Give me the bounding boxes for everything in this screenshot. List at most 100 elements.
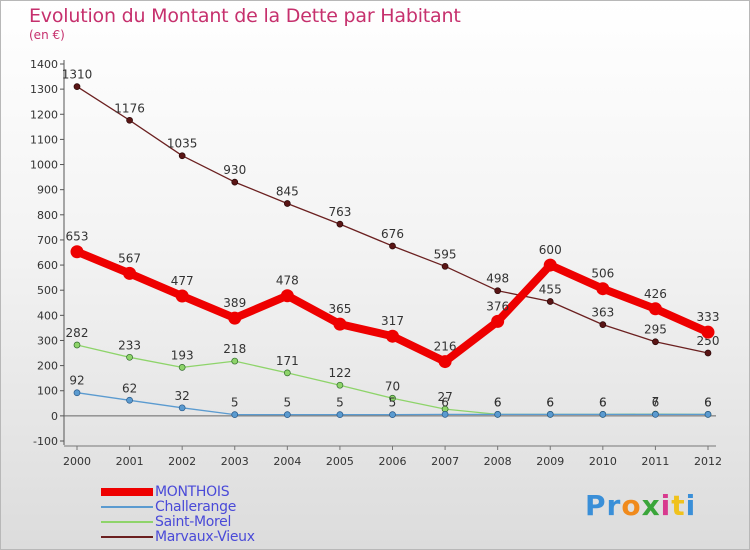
logo-letter: o [621, 489, 642, 522]
data-label-monthois: 477 [171, 274, 194, 288]
y-tick-label: 1300 [30, 83, 58, 96]
data-label-saint-morel: 233 [118, 338, 141, 352]
data-label-monthois: 216 [434, 340, 457, 354]
data-label-monthois: 317 [381, 314, 404, 328]
data-label-challerange: 5 [389, 396, 397, 410]
data-point-challerange [283, 411, 291, 418]
data-label-saint-morel: 6 [599, 395, 607, 409]
data-point-monthois [491, 314, 505, 328]
proxiti-logo: Proxiti [585, 489, 696, 522]
data-point-challerange [599, 411, 607, 418]
y-tick-label: 300 [37, 334, 58, 347]
data-point-marvaux-vieux [336, 220, 344, 228]
data-label-saint-morel: 193 [171, 348, 194, 362]
data-label-challerange: 62 [122, 381, 137, 395]
data-label-saint-morel: 122 [328, 366, 351, 380]
data-label-challerange: 5 [284, 396, 292, 410]
data-point-marvaux-vieux [704, 349, 712, 357]
data-label-marvaux-vieux: 676 [381, 227, 404, 241]
data-point-marvaux-vieux [546, 298, 554, 305]
x-tick-label: 2006 [379, 455, 407, 468]
data-label-saint-morel: 282 [66, 326, 89, 340]
data-label-marvaux-vieux: 930 [223, 163, 246, 177]
data-point-challerange [652, 411, 659, 418]
x-tick-label: 2008 [484, 455, 512, 468]
data-point-saint-morel [73, 341, 81, 349]
x-tick-label: 2011 [641, 455, 669, 468]
data-label-saint-morel: 6 [704, 395, 712, 409]
data-label-monthois: 376 [486, 299, 509, 313]
logo-letter: i [660, 489, 672, 522]
data-point-monthois [175, 289, 189, 303]
data-point-challerange [546, 411, 554, 418]
data-point-marvaux-vieux [231, 178, 239, 186]
data-label-marvaux-vieux: 1176 [114, 101, 145, 115]
y-tick-label: -100 [33, 435, 58, 448]
data-point-saint-morel [283, 369, 291, 377]
legend-label: MONTHOIS [155, 484, 230, 500]
data-point-marvaux-vieux [441, 262, 449, 270]
legend-label: Challerange [155, 499, 237, 515]
x-tick-label: 2000 [63, 455, 91, 468]
data-point-challerange [126, 396, 133, 404]
chart-title: Evolution du Montant de la Dette par Hab… [29, 5, 461, 27]
data-point-monthois [333, 317, 347, 331]
y-tick-label: 900 [37, 184, 58, 197]
data-label-challerange: 32 [175, 389, 190, 403]
data-label-marvaux-vieux: 845 [276, 184, 299, 198]
data-point-saint-morel [178, 364, 186, 371]
data-point-monthois [228, 311, 242, 325]
data-point-marvaux-vieux [283, 200, 291, 207]
data-point-challerange [704, 411, 712, 418]
data-label-marvaux-vieux: 1035 [167, 137, 198, 151]
data-point-monthois [701, 325, 715, 339]
logo-letter: x [641, 489, 661, 522]
data-label-monthois: 333 [697, 310, 720, 324]
y-tick-label: 800 [37, 209, 58, 222]
data-point-challerange [231, 411, 239, 418]
x-tick-label: 2003 [221, 455, 249, 468]
data-point-monthois [543, 258, 557, 272]
data-label-monthois: 389 [223, 296, 246, 310]
data-point-marvaux-vieux [652, 338, 659, 346]
data-label-challerange: 5 [336, 396, 344, 410]
data-label-marvaux-vieux: 763 [328, 205, 351, 219]
data-point-marvaux-vieux [389, 242, 396, 250]
data-label-marvaux-vieux: 1310 [62, 68, 93, 82]
data-point-marvaux-vieux [599, 321, 607, 328]
y-tick-label: 100 [37, 385, 58, 398]
data-label-marvaux-vieux: 363 [591, 306, 614, 320]
data-point-marvaux-vieux [126, 116, 133, 124]
y-tick-label: 1000 [30, 159, 58, 172]
logo-letter: P [585, 489, 607, 522]
data-point-monthois [596, 282, 610, 296]
data-point-monthois [70, 245, 84, 259]
x-tick-label: 2009 [536, 455, 564, 468]
data-point-challerange [389, 411, 396, 418]
data-label-saint-morel: 7 [652, 395, 660, 409]
data-label-monthois: 365 [328, 302, 351, 316]
x-tick-label: 2001 [116, 455, 144, 468]
x-tick-label: 2004 [273, 455, 301, 468]
y-tick-label: 600 [37, 259, 58, 272]
data-point-challerange [441, 411, 449, 418]
logo-letter: t [671, 489, 686, 522]
data-label-monthois: 506 [591, 267, 614, 281]
data-point-challerange [178, 404, 186, 412]
data-label-monthois: 567 [118, 251, 141, 265]
x-tick-label: 2005 [326, 455, 354, 468]
data-label-monthois: 478 [276, 274, 299, 288]
data-label-saint-morel: 27 [437, 390, 452, 404]
data-point-monthois [648, 302, 662, 316]
data-point-monthois [123, 266, 137, 280]
y-tick-label: 1400 [30, 58, 58, 71]
x-tick-label: 2007 [431, 455, 459, 468]
data-label-monthois: 600 [539, 243, 562, 257]
data-label-marvaux-vieux: 250 [697, 334, 720, 348]
legend-swatch [101, 506, 153, 508]
legend-swatch [101, 521, 153, 523]
data-label-saint-morel: 171 [276, 354, 299, 368]
data-label-challerange: 6 [546, 395, 554, 409]
